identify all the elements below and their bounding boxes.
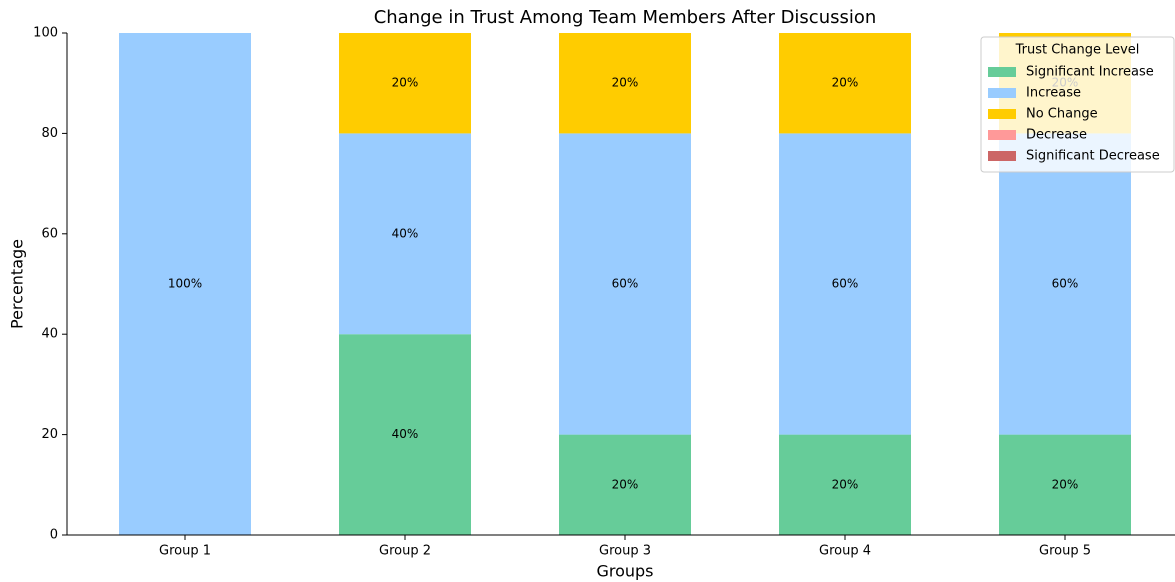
y-tick-label: 60 [41,226,58,241]
bar-segment [999,434,1131,535]
x-tick-label: Group 4 [819,544,871,559]
legend-swatch [988,67,1016,77]
data-label: 100% [168,277,202,291]
data-label: 60% [1052,277,1079,291]
data-label: 20% [612,477,639,491]
bar-segment [779,434,911,535]
legend-swatch [988,109,1016,119]
y-tick-label: 0 [50,528,58,543]
y-tick-label: 80 [41,126,58,141]
legend-label: Increase [1026,86,1081,101]
legend-label: No Change [1026,107,1098,122]
legend-label: Decrease [1026,128,1087,143]
data-label: 40% [392,427,419,441]
bar-segment [559,133,691,435]
bar-segment [119,33,251,535]
y-tick-label: 20 [41,427,58,442]
bar-segment [779,133,911,435]
x-tick-label: Group 5 [1039,544,1091,559]
x-axis-label: Groups [596,562,653,581]
legend-box [980,36,1175,173]
data-label: 60% [612,277,639,291]
bar-segment [339,133,471,335]
bar-segment [779,33,911,134]
legend-swatch [988,151,1016,161]
x-tick-label: Group 2 [379,544,431,559]
x-tick-label: Group 1 [159,544,211,559]
data-label: 20% [832,76,859,90]
legend-swatch [988,130,1016,140]
y-tick-label: 40 [41,327,58,342]
data-label: 20% [832,477,859,491]
bar-segment [339,33,471,134]
data-label: 20% [1052,477,1079,491]
bar-segment [559,33,691,134]
y-axis-label: Percentage [8,239,27,329]
legend-swatch [988,88,1016,98]
bar-segment [999,133,1131,435]
legend-title: Trust Change Level [1015,43,1140,58]
bar-segment [339,334,471,535]
bar-segment [559,434,691,535]
legend-label: Significant Increase [1026,65,1154,80]
data-label: 40% [392,226,419,240]
data-label: 20% [612,76,639,90]
data-label: 20% [392,76,419,90]
chart-title: Change in Trust Among Team Members After… [374,7,877,28]
data-label: 60% [832,277,859,291]
y-tick-label: 100 [33,26,58,41]
x-tick-label: Group 3 [599,544,651,559]
legend-label: Significant Decrease [1026,149,1160,164]
